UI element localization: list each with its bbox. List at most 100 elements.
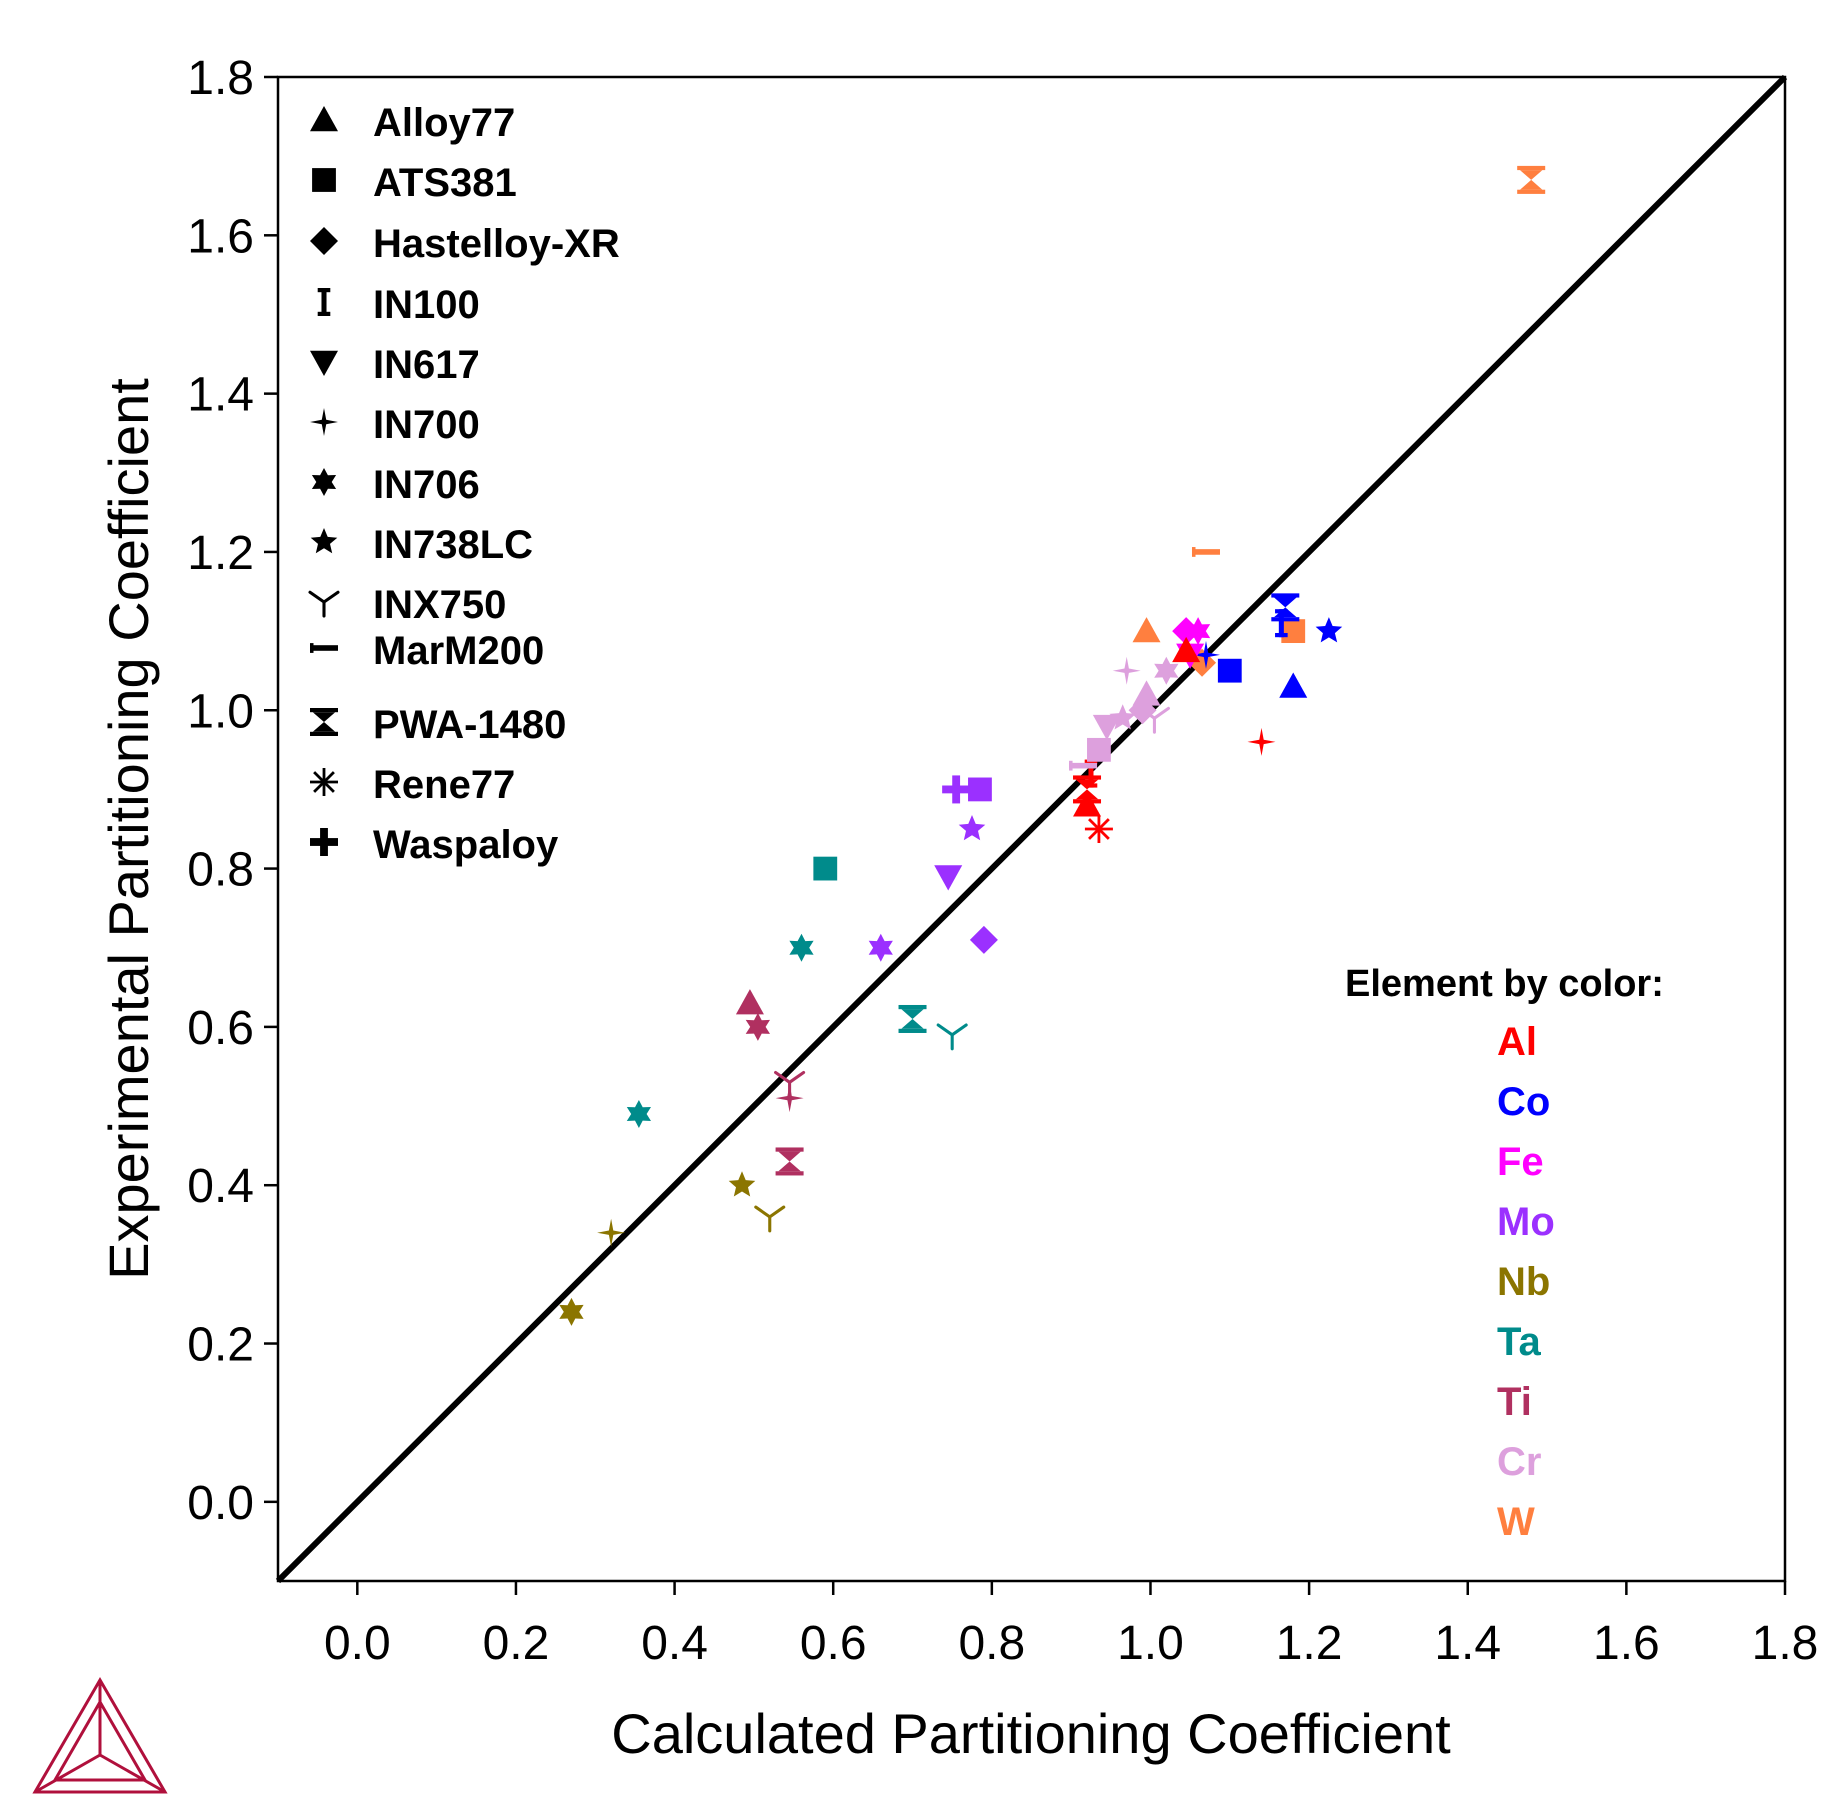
data-point	[1192, 640, 1220, 669]
thermo-calc-logo-icon	[32, 1677, 168, 1794]
data-point	[1217, 658, 1242, 683]
data-point	[626, 1100, 651, 1128]
legend-item: IN700	[310, 403, 480, 447]
data-point	[1191, 547, 1220, 557]
legend-item: IN617	[310, 343, 480, 387]
data-point	[775, 1084, 804, 1113]
y-tick-label: 1.4	[187, 369, 254, 422]
y-tick-label: 1.2	[187, 527, 254, 580]
data-point	[754, 1205, 786, 1233]
data-point	[958, 815, 986, 841]
data-point	[728, 1171, 756, 1197]
star5-marker-icon	[310, 528, 338, 554]
legend-label: Alloy77	[373, 101, 515, 145]
data-point	[1271, 593, 1300, 622]
element-label: W	[1497, 1500, 1535, 1544]
data-point	[936, 1023, 968, 1051]
x-tick-label: 1.6	[1593, 1617, 1660, 1670]
i-beam-marker-icon	[317, 288, 331, 316]
legend-label: MarM200	[373, 629, 544, 673]
y-tick-label: 1.6	[187, 210, 254, 263]
data-point	[1087, 737, 1111, 762]
legend-item: PWA-1480	[310, 703, 566, 747]
data-point	[1279, 672, 1308, 698]
data-point	[1084, 815, 1113, 843]
x-tick-label: 0.2	[483, 1617, 550, 1670]
legend-label: IN100	[373, 283, 480, 327]
legend-item: ATS381	[312, 161, 517, 205]
y-tick-label: 0.4	[187, 1160, 254, 1213]
data-points	[559, 165, 1546, 1326]
legend-item: IN100	[317, 283, 480, 327]
data-point	[1185, 617, 1211, 646]
y-tick-label: 0.8	[187, 844, 254, 897]
element-label: Ta	[1497, 1320, 1541, 1364]
data-point	[735, 989, 764, 1015]
legend-item: MarM200	[310, 629, 544, 673]
y-tick-label: 0.0	[187, 1477, 254, 1530]
x-tick-label: 1.8	[1752, 1617, 1819, 1670]
legend-label: Hastelloy-XR	[373, 222, 620, 266]
element-label: Mo	[1497, 1200, 1555, 1244]
legend-item: Rene77	[310, 763, 515, 807]
data-point	[559, 1297, 584, 1326]
element-label: Co	[1497, 1080, 1550, 1124]
data-point	[1281, 619, 1306, 644]
legend-item: Waspaloy	[310, 823, 559, 867]
legend-item: INX750	[308, 583, 506, 627]
x-tick-label: 1.2	[1276, 1617, 1343, 1670]
legend-label: Waspaloy	[373, 823, 559, 867]
identity-line	[275, 74, 1788, 1584]
y-axis: 0.0 0.2 0.4 0.6 0.8 1.0 1.2 1.4 1.6 1.8	[187, 52, 278, 1530]
dash-marker-icon	[310, 643, 338, 653]
element-label: Ti	[1497, 1380, 1532, 1424]
triangle-down-marker-icon	[310, 350, 338, 376]
y-tick-label: 1.0	[187, 685, 254, 738]
x-tick-label: 0.4	[641, 1617, 708, 1670]
data-point	[968, 777, 992, 802]
legend-item: IN706	[311, 463, 480, 507]
data-point	[1092, 714, 1121, 741]
legend-label: Rene77	[373, 763, 515, 807]
x-tick-label: 0.0	[324, 1617, 391, 1670]
legend-label: IN706	[373, 463, 480, 507]
tri-down-marker-icon	[308, 590, 340, 618]
legend-item: IN738LC	[310, 523, 533, 567]
data-point	[1275, 609, 1288, 638]
data-point	[1172, 617, 1201, 646]
x-tick-label: 1.0	[1117, 1617, 1184, 1670]
y-tick-label: 1.8	[187, 52, 254, 105]
data-point	[1132, 617, 1161, 643]
y-axis-title: Experimental Partitioning Coefficient	[97, 378, 160, 1280]
data-point	[868, 933, 893, 962]
triangle-up-marker-icon	[310, 106, 338, 132]
plus-marker-icon	[310, 828, 338, 856]
data-point	[1172, 636, 1201, 663]
data-point	[969, 925, 998, 954]
plot-frame	[276, 75, 1787, 1583]
y-tick-label: 0.2	[187, 1319, 254, 1372]
data-point	[597, 1218, 626, 1247]
alloy-legend: Alloy77 ATS381 Hastelloy-XR IN100 IN617 IN700…	[308, 101, 620, 867]
legend-label: PWA-1480	[373, 703, 566, 747]
data-point	[1069, 760, 1098, 771]
star4-marker-icon	[310, 408, 338, 436]
data-point	[745, 1012, 770, 1041]
data-point	[1112, 656, 1141, 685]
data-point	[1154, 656, 1179, 685]
data-point	[1247, 727, 1276, 756]
data-point	[898, 1004, 927, 1033]
element-label: Cr	[1497, 1440, 1541, 1484]
data-point	[789, 933, 814, 962]
legend-item: Hastelloy-XR	[310, 222, 620, 266]
data-point	[942, 775, 971, 804]
element-label: Al	[1497, 1020, 1537, 1064]
legend-label: IN617	[373, 343, 480, 387]
data-point	[934, 865, 963, 891]
x-tick-label: 1.4	[1434, 1617, 1501, 1670]
data-point	[775, 1147, 804, 1176]
legend-label: IN738LC	[373, 523, 533, 567]
element-legend: Element by color: Al Co Fe Mo Nb Ta Ti Cr W	[1345, 963, 1664, 1544]
element-label: Nb	[1497, 1260, 1550, 1304]
element-label: Fe	[1497, 1140, 1544, 1184]
